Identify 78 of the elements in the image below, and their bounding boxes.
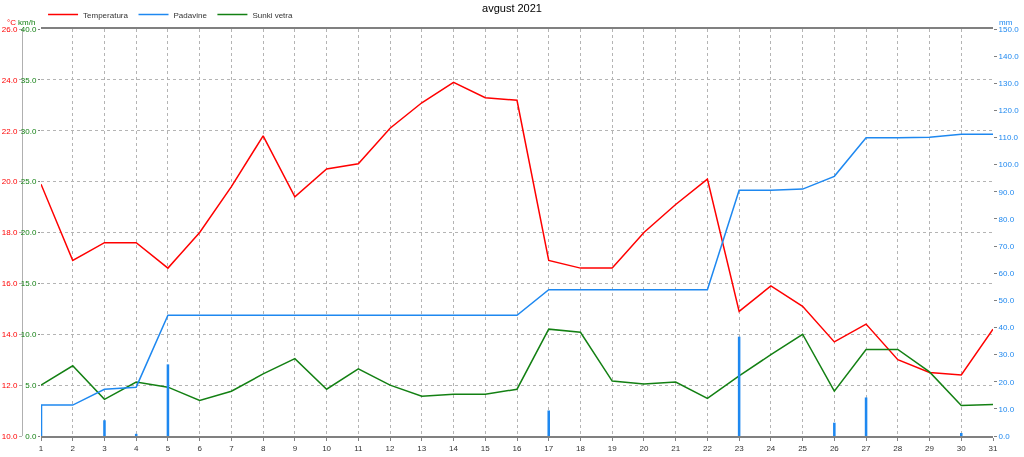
y3-tick-label: 110.0: [998, 133, 1019, 143]
x-tick-label: 7: [229, 443, 235, 453]
y2-tick-label: 30.0: [20, 126, 37, 136]
y3-tick-label: 80.0: [998, 214, 1015, 224]
bar: [960, 433, 963, 436]
y2-tick-label: 20.0: [20, 228, 37, 238]
line-series: [41, 81, 993, 376]
y-tick-label: 14.0: [1, 330, 18, 340]
x-tick-label: 16: [512, 443, 522, 453]
x-tick-label: 29: [925, 443, 935, 453]
legend-label: Sunki vetra: [252, 10, 293, 20]
y2-tick-label: 10.0: [20, 330, 37, 340]
y2-tick-label: 15.0: [20, 279, 37, 289]
bar: [103, 420, 106, 436]
y3-tick-label: 30.0: [998, 350, 1015, 360]
x-tick-label: 3: [102, 443, 108, 453]
x-tick-label: 28: [893, 443, 903, 453]
y-tick-label: 20.0: [1, 177, 18, 187]
x-tick-label: 31: [988, 443, 998, 453]
x-tick-label: 12: [385, 443, 396, 453]
x-tick-label: 2: [70, 443, 76, 453]
y3-tick-label: 40.0: [998, 323, 1015, 333]
x-tick-label: 27: [861, 443, 872, 453]
x-tick-label: 25: [798, 443, 808, 453]
y2-axis-title: km/h: [18, 18, 36, 27]
bar: [547, 410, 550, 436]
x-tick-label: 20: [639, 443, 649, 453]
y-tick-label: 22.0: [1, 126, 18, 136]
y3-tick-label: 0.0: [998, 431, 1011, 441]
x-tick-label: 21: [671, 443, 681, 453]
x-tick-label: 4: [133, 443, 139, 453]
x-tick-label: 22: [702, 443, 713, 453]
x-tick-label: 17: [544, 443, 554, 453]
y3-tick-label: 150.0: [998, 24, 1020, 34]
x-tick-label: 15: [480, 443, 491, 453]
y-axis-title: °C: [7, 18, 17, 27]
y2-tick-label: 0.0: [25, 431, 37, 441]
bar: [833, 422, 836, 436]
x-tick-label: 26: [829, 443, 840, 453]
y-tick-label: 16.0: [1, 279, 18, 289]
y3-tick-label: 20.0: [998, 377, 1015, 387]
x-tick-label: 8: [260, 443, 266, 453]
y3-tick-label: 120.0: [998, 106, 1020, 116]
y3-tick-label: 100.0: [998, 160, 1020, 170]
y-tick-label: 18.0: [1, 228, 18, 238]
y3-tick-label: 130.0: [998, 79, 1020, 89]
x-tick-label: 14: [449, 443, 459, 453]
y3-tick-label: 90.0: [998, 187, 1015, 197]
y3-axis-title: mm: [999, 18, 1013, 27]
line-series: [41, 328, 993, 407]
y2-tick-label: 40.0: [20, 24, 37, 34]
legend-label: Temperatura: [83, 10, 129, 20]
y3-tick-label: 60.0: [998, 269, 1015, 278]
x-tick-label: 11: [354, 443, 364, 453]
legend-label: Padavine: [173, 10, 208, 20]
x-tick-label: 18: [576, 443, 586, 453]
x-tick-label: 23: [734, 443, 745, 453]
y-tick-label: 12.0: [1, 380, 18, 390]
y3-tick-label: 10.0: [998, 404, 1015, 414]
y-tick-label: 26.0: [1, 24, 18, 34]
y-tick-label: 24.0: [1, 75, 18, 85]
x-tick-label: 19: [607, 443, 618, 453]
y2-tick-label: 5.0: [25, 380, 37, 390]
x-tick-label: 9: [292, 443, 298, 453]
y3-tick-label: 70.0: [998, 241, 1015, 251]
x-tick-label: 30: [956, 443, 967, 453]
y3-tick-label: 50.0: [998, 296, 1015, 306]
x-tick-label: 5: [165, 443, 171, 453]
y2-tick-label: 35.0: [20, 75, 37, 85]
x-tick-label: 6: [197, 443, 203, 453]
x-tick-label: 1: [38, 443, 44, 453]
x-tick-label: 24: [766, 443, 776, 453]
y2-tick-label: 25.0: [20, 177, 37, 187]
x-tick-label: 13: [417, 443, 427, 453]
y3-tick-label: 140.0: [998, 51, 1020, 61]
x-tick-label: 10: [322, 443, 332, 453]
y-tick-label: 10.0: [1, 431, 18, 441]
chart-title: avgust 2021: [482, 1, 542, 14]
